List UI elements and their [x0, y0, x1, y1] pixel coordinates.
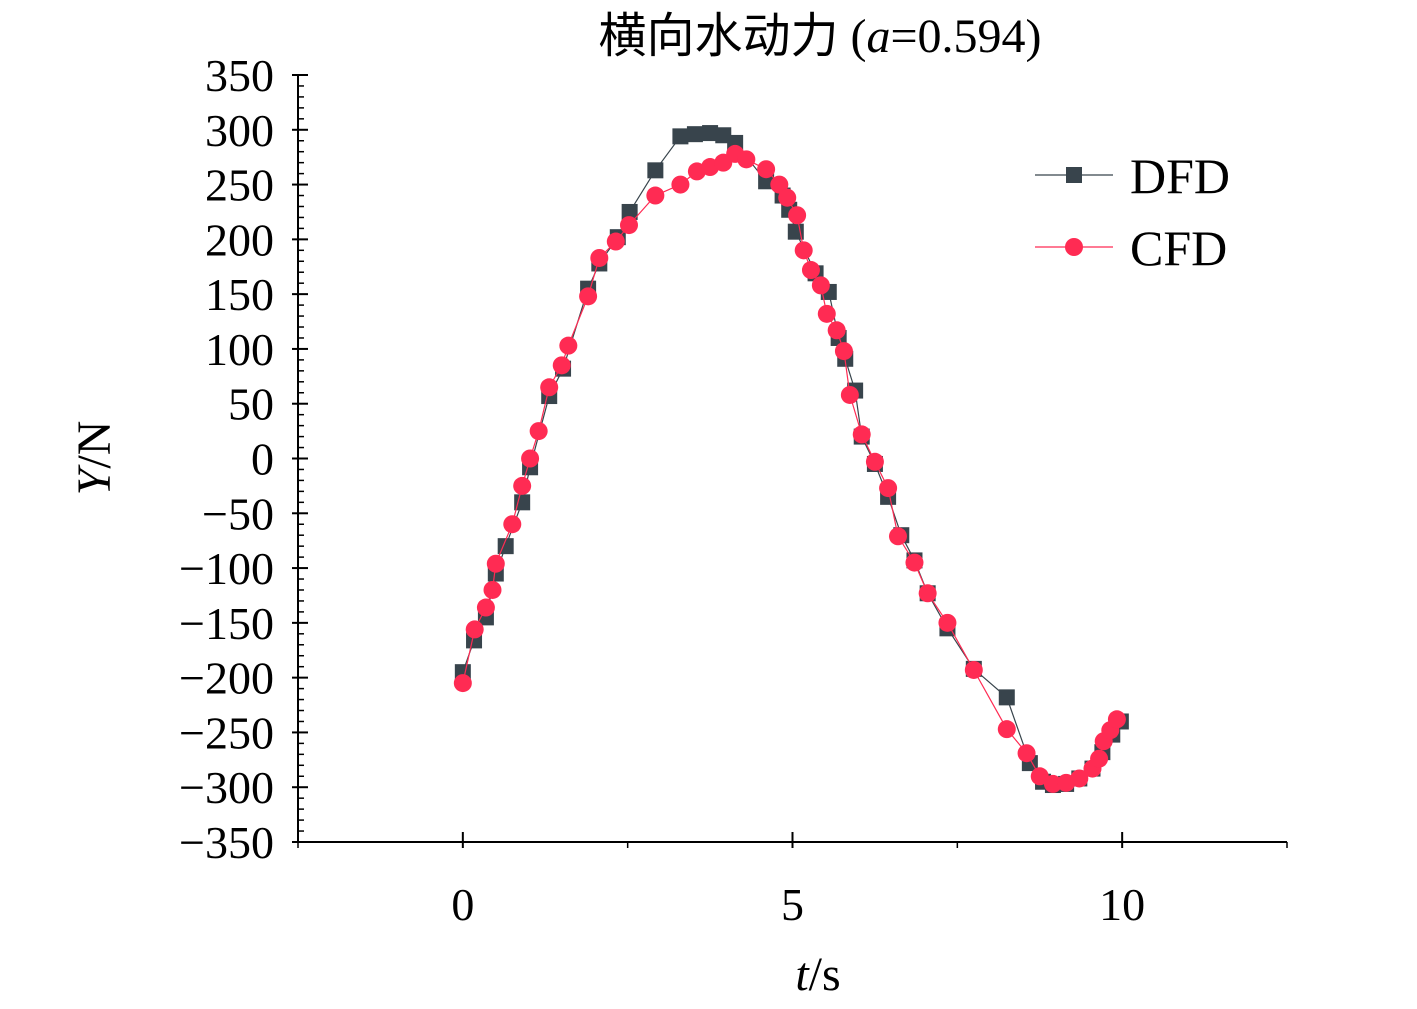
x-axis-label: t/s	[795, 948, 840, 1001]
data-point-cfd	[465, 620, 484, 639]
data-point-cfd	[811, 276, 830, 295]
data-point-cfd	[552, 356, 571, 375]
data-point-cfd	[964, 660, 983, 679]
data-point-cfd	[840, 385, 859, 404]
series-layer	[453, 125, 1129, 794]
data-point-cfd	[1043, 774, 1062, 793]
data-point-cfd	[997, 720, 1016, 739]
data-point-dfd	[514, 494, 531, 511]
data-point-cfd	[619, 216, 638, 235]
data-point-cfd	[852, 425, 871, 444]
data-point-cfd	[778, 188, 797, 207]
data-point-cfd	[486, 554, 505, 573]
y-tick-label: −50	[202, 488, 274, 539]
data-point-cfd	[794, 241, 813, 260]
data-point-cfd	[453, 674, 472, 693]
legend-label: CFD	[1130, 220, 1227, 276]
data-point-cfd	[1107, 710, 1126, 729]
y-axis-label: Y/N	[68, 421, 121, 496]
data-point-cfd	[801, 261, 820, 280]
series-line-cfd	[462, 153, 1118, 785]
y-tick-label: 200	[205, 214, 274, 265]
data-point-cfd	[1030, 767, 1049, 786]
y-tick-label: 100	[205, 324, 274, 375]
data-point-cfd	[770, 175, 789, 194]
data-point-cfd	[671, 175, 690, 194]
x-tick-label: 10	[1099, 879, 1145, 930]
data-point-cfd	[579, 287, 598, 306]
data-point-cfd	[521, 449, 540, 468]
legend-item-dfd: DFD	[1035, 148, 1230, 204]
chart-title: 横向水动力 (a=0.594)	[598, 10, 1041, 63]
y-tick-label: 0	[251, 434, 274, 485]
x-tick-label: 0	[451, 879, 474, 930]
series-cfd	[453, 144, 1126, 793]
data-point-cfd	[938, 613, 957, 632]
data-point-cfd	[606, 232, 625, 251]
data-point-cfd	[888, 527, 907, 546]
data-point-cfd	[918, 584, 937, 603]
data-point-cfd	[1070, 769, 1089, 788]
data-point-dfd	[702, 125, 719, 142]
data-point-cfd	[1017, 744, 1036, 763]
data-point-cfd	[559, 336, 578, 355]
data-point-cfd	[513, 476, 532, 495]
legend-label: DFD	[1130, 148, 1230, 204]
y-tick-label: −100	[179, 543, 274, 594]
data-point-cfd	[476, 598, 495, 617]
data-point-cfd	[590, 248, 609, 267]
data-point-cfd	[788, 206, 807, 225]
data-point-cfd	[503, 515, 522, 534]
data-point-cfd	[834, 342, 853, 361]
data-point-cfd	[865, 452, 884, 471]
series-dfd	[454, 125, 1129, 794]
data-point-cfd	[817, 304, 836, 323]
y-tick-label: −200	[179, 653, 274, 704]
data-point-cfd	[827, 321, 846, 340]
data-point-cfd	[905, 553, 924, 572]
data-point-cfd	[1090, 749, 1109, 768]
x-tick-label: 5	[781, 879, 804, 930]
data-point-cfd	[529, 422, 548, 441]
legend-marker	[1065, 238, 1083, 256]
data-point-cfd	[540, 378, 559, 397]
y-tick-label: 150	[205, 269, 274, 320]
y-tick-label: −350	[179, 817, 274, 868]
y-tick-label: 250	[205, 160, 274, 211]
legend-item-cfd: CFD	[1035, 220, 1227, 276]
data-point-cfd	[737, 150, 756, 169]
y-tick-label: 350	[205, 50, 274, 101]
data-point-dfd	[672, 128, 689, 145]
axes: −350−300−250−200−150−100−500501001502002…	[179, 50, 1288, 930]
data-point-dfd	[647, 162, 664, 179]
data-point-cfd	[483, 580, 502, 599]
data-point-dfd	[686, 126, 703, 143]
data-point-cfd	[757, 160, 776, 179]
y-tick-label: 300	[205, 105, 274, 156]
y-tick-label: −250	[179, 707, 274, 758]
data-point-cfd	[646, 186, 665, 205]
y-tick-label: 50	[228, 379, 274, 430]
data-point-cfd	[879, 479, 898, 498]
data-point-dfd	[621, 203, 638, 220]
legend: DFD CFD	[1035, 148, 1230, 276]
data-point-dfd	[998, 689, 1015, 706]
y-tick-label: −300	[179, 762, 274, 813]
legend-marker	[1066, 167, 1082, 183]
y-tick-label: −150	[179, 598, 274, 649]
